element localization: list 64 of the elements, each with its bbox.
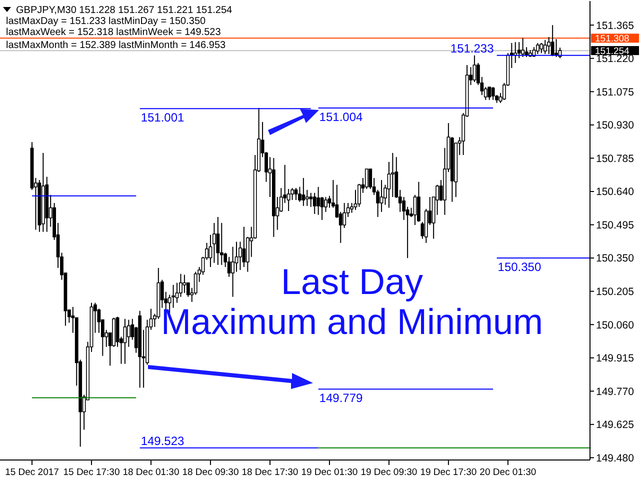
candlestick	[309, 192, 313, 208]
x-tick-label: 19 Dec 01:30	[301, 467, 358, 478]
candlestick	[216, 216, 220, 266]
candlestick	[182, 274, 186, 294]
y-tick-label: 150.060	[596, 319, 634, 332]
candlestick	[536, 42, 540, 55]
y-tick-label: 151.075	[596, 86, 634, 98]
annotation: lastMaxWeek = 152.318 lastMinWeek = 149.523	[6, 27, 222, 38]
y-tick-label: 151.220	[596, 53, 634, 66]
candlestick	[413, 194, 417, 226]
ref-line-label: 151.308	[595, 34, 630, 45]
series-label: 151.001	[140, 110, 185, 125]
y-tick-label: 150.350	[596, 252, 634, 265]
candlestick	[547, 36, 551, 55]
x-tick-label: 18 Dec 17:30	[242, 467, 298, 478]
candlestick	[543, 40, 547, 55]
candlestick	[488, 86, 492, 100]
chart-title: GBPJPY,M30 151.228 151.267 151.221 151.254	[16, 5, 233, 16]
series-label: 151.004	[319, 110, 364, 124]
annotation: lastMaxMonth = 152.389 lastMinMonth = 146.953	[6, 40, 226, 51]
y-tick-label: 150.495	[596, 219, 634, 232]
candlestick	[491, 86, 495, 100]
candlestick	[514, 42, 518, 64]
y-tick-label: 150.785	[596, 152, 634, 165]
y-tick-label: 149.480	[596, 452, 634, 464]
candlestick	[380, 180, 384, 212]
candlestick	[324, 196, 328, 212]
y-tick-label: 149.625	[596, 419, 634, 432]
series-label: 150.350	[498, 260, 542, 274]
series-label: 149.779	[319, 391, 364, 406]
x-tick-label: 19 Dec 17:30	[420, 467, 477, 478]
candlestick	[227, 256, 231, 278]
candlestick	[302, 177, 306, 206]
candlestick	[517, 42, 521, 59]
candlestick	[417, 181, 420, 222]
annotation: Last Day	[280, 261, 424, 302]
candlestick	[316, 186, 320, 216]
x-tick-label: 15 Dec 17:30	[63, 467, 120, 478]
candlestick	[242, 226, 246, 268]
y-tick-label: 150.640	[596, 186, 634, 198]
annotation: lastMaxDay = 151.233 lastMinDay = 150.350	[6, 16, 206, 27]
x-tick-label: 20 Dec 01:30	[480, 467, 536, 478]
candlestick	[550, 24, 554, 57]
x-tick-label: 18 Dec 09:30	[182, 467, 239, 478]
candlestick	[364, 168, 368, 190]
candlestick	[554, 38, 558, 58]
y-tick-label: 149.770	[596, 386, 634, 398]
candlestick	[294, 188, 298, 200]
y-tick-label: 150.205	[596, 286, 634, 298]
y-tick-label: 150.930	[596, 120, 634, 132]
x-tick-label: 19 Dec 09:30	[360, 467, 418, 478]
candlestick	[305, 189, 309, 206]
x-tick-label: 15 Dec 2017	[5, 467, 59, 478]
candlestick	[472, 54, 476, 83]
x-tick-label: 18 Dec 01:30	[122, 467, 180, 478]
series-label: 151.233	[450, 41, 494, 56]
y-tick-label: 151.365	[596, 20, 634, 32]
candlestick	[521, 37, 525, 58]
y-tick-label: 149.915	[596, 352, 634, 365]
candlestick	[540, 42, 544, 54]
candlestick	[212, 222, 216, 264]
annotation: Maximum and Minimum	[160, 301, 544, 342]
series-label: 149.523	[140, 434, 185, 448]
candlestick	[172, 284, 175, 308]
